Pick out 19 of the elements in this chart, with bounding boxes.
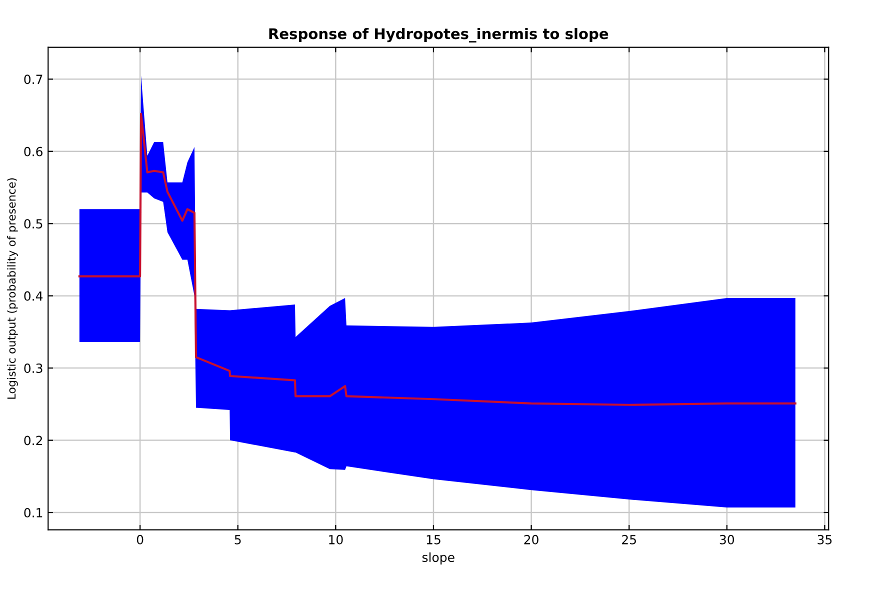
- y-tick-label: 0.2: [24, 436, 42, 446]
- y-tick-label: 0.1: [24, 508, 42, 518]
- y-tick-label: 0.7: [24, 74, 42, 84]
- y-tick-label: 0.6: [24, 146, 42, 156]
- y-tick-label: 0.4: [24, 291, 43, 301]
- y-tick-label: 0.5: [24, 219, 42, 229]
- x-tick-label: 35: [818, 534, 832, 544]
- line-series: [78, 112, 796, 406]
- x-tick-label: 20: [524, 534, 538, 544]
- x-axis-title: slope: [422, 552, 454, 564]
- y-axis-title: Logistic output (probability of presence): [7, 178, 18, 399]
- x-tick-label: 15: [426, 535, 440, 544]
- x-tick-label: 0: [136, 534, 144, 544]
- chart-title: Response of Hydropotes_inermis to slope: [269, 28, 608, 42]
- x-tick-label: 30: [720, 534, 734, 544]
- x-tick-label: 10: [329, 534, 343, 544]
- x-tick-label: 5: [234, 535, 241, 544]
- y-tick-label: 0.3: [24, 364, 42, 373]
- x-tick-label: 25: [622, 534, 636, 544]
